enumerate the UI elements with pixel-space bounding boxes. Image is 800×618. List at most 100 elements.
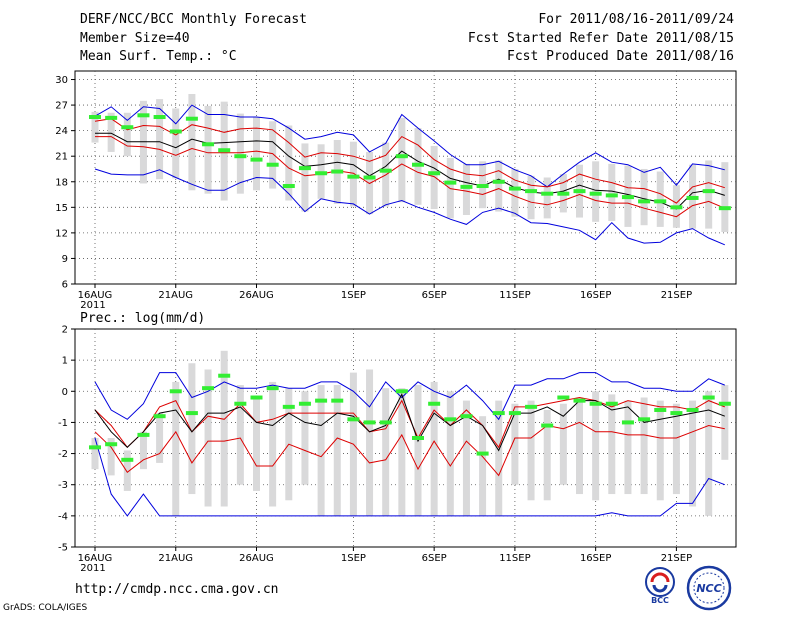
mean-marker-day-27 — [508, 186, 521, 191]
mean-marker-day-38 — [686, 407, 699, 412]
grads-credit: GrADS: COLA/IGES — [3, 603, 88, 613]
box-day-23 — [446, 391, 454, 516]
box-day-3 — [123, 450, 131, 491]
y-tick-label: 2 — [62, 325, 68, 336]
box-day-7 — [188, 94, 196, 191]
box-day-22 — [430, 381, 438, 516]
mean-marker-day-25 — [476, 184, 489, 189]
mean-marker-day-40 — [718, 206, 731, 211]
mean-marker-day-27 — [508, 411, 521, 416]
box-day-6 — [172, 108, 180, 179]
box-day-8 — [204, 105, 212, 194]
mean-marker-day-17 — [347, 417, 360, 422]
box-day-25 — [479, 416, 487, 516]
box-day-24 — [462, 163, 470, 215]
box-day-39 — [705, 160, 713, 229]
mean-marker-day-29 — [541, 191, 554, 196]
box-day-11 — [253, 117, 260, 191]
box-day-31 — [576, 397, 583, 495]
mean-marker-day-29 — [541, 423, 554, 428]
bcc-logo-text: BCC — [651, 596, 669, 605]
mean-marker-day-20 — [395, 154, 408, 159]
box-day-33 — [608, 394, 616, 495]
y-tick-label: -4 — [58, 511, 68, 522]
box-day-4 — [139, 431, 147, 470]
box-day-10 — [236, 385, 244, 485]
mean-marker-day-7 — [185, 116, 198, 121]
mean-marker-day-37 — [670, 205, 683, 210]
y-tick-label: 15 — [55, 203, 68, 214]
year-label: 2011 — [80, 563, 105, 574]
box-day-12 — [269, 381, 277, 507]
mean-marker-day-22 — [428, 401, 441, 406]
mean-marker-day-23 — [444, 180, 457, 185]
y-tick-label: 30 — [55, 75, 68, 86]
mean-marker-day-17 — [347, 174, 360, 179]
series-lower-line — [94, 421, 725, 477]
ncc-logo-icon: NCC — [686, 565, 732, 611]
box-day-19 — [382, 388, 390, 516]
mean-marker-day-33 — [605, 401, 618, 406]
mean-marker-day-19 — [379, 420, 392, 425]
mean-marker-day-37 — [670, 411, 683, 416]
fcst-produced-date: Fcst Produced Date 2011/08/16 — [507, 49, 734, 64]
mean-marker-day-32 — [589, 401, 602, 406]
chart-title: DERF/NCC/BCC Monthly Forecast — [80, 12, 307, 27]
box-day-39 — [705, 391, 713, 516]
box-day-35 — [640, 397, 648, 495]
box-day-36 — [656, 171, 664, 227]
mean-marker-day-24 — [460, 414, 473, 419]
mean-marker-day-31 — [573, 189, 586, 194]
box-day-22 — [430, 145, 438, 210]
x-tick-label: 21SEP — [661, 290, 692, 301]
source-url[interactable]: http://cmdp.ncc.cma.gov.cn — [75, 582, 279, 597]
mean-marker-day-15 — [315, 171, 328, 176]
mean-marker-day-30 — [557, 191, 570, 196]
box-day-36 — [656, 400, 664, 501]
box-day-20 — [398, 388, 406, 516]
x-tick-label: 1SEP — [341, 553, 366, 564]
box-day-14 — [301, 143, 309, 212]
box-day-16 — [333, 385, 341, 516]
temperature-panel-title: Mean Surf. Temp.: °C — [80, 49, 237, 64]
box-day-24 — [462, 400, 470, 516]
mean-marker-day-14 — [298, 166, 311, 171]
box-day-37 — [672, 403, 680, 495]
year-label: 2011 — [80, 300, 105, 311]
box-day-30 — [559, 403, 567, 485]
y-tick-label: -2 — [58, 449, 68, 460]
box-day-5 — [156, 99, 164, 180]
box-day-2 — [107, 438, 115, 476]
mean-marker-day-1 — [89, 115, 101, 120]
box-day-21 — [414, 385, 422, 516]
mean-marker-day-16 — [331, 169, 344, 174]
mean-marker-day-40 — [718, 401, 731, 406]
mean-marker-day-16 — [331, 398, 344, 403]
mean-marker-day-2 — [105, 442, 118, 447]
mean-marker-day-2 — [105, 115, 118, 120]
box-day-26 — [495, 160, 503, 212]
box-day-5 — [156, 413, 164, 463]
box-day-20 — [398, 117, 406, 203]
mean-marker-day-39 — [702, 189, 715, 194]
box-day-10 — [236, 113, 244, 194]
series-median-line — [94, 393, 725, 452]
y-tick-label: -3 — [58, 480, 68, 491]
box-day-8 — [204, 369, 212, 507]
mean-marker-day-9 — [218, 148, 231, 153]
mean-marker-day-28 — [525, 404, 538, 409]
panel-temperature: 6 9 12 15 18 21 24 27 30 16AUG 21AUG 26AUG 1SEP 6SEP 1… — [55, 70, 737, 311]
ncc-logo-text: NCC — [696, 582, 721, 595]
plot-frame — [74, 70, 737, 285]
series-max-line — [94, 372, 725, 421]
mean-marker-day-11 — [250, 157, 263, 162]
bcc-logo-icon: BCC — [645, 567, 675, 605]
x-tick-label: 26AUG — [239, 290, 274, 301]
y-tick-label: 27 — [55, 101, 68, 112]
mean-marker-day-22 — [428, 171, 441, 176]
box-day-32 — [592, 391, 600, 501]
mean-marker-day-25 — [476, 451, 489, 456]
mean-marker-day-4 — [137, 113, 150, 118]
series-median-line — [95, 132, 725, 210]
mean-marker-day-5 — [153, 115, 166, 120]
